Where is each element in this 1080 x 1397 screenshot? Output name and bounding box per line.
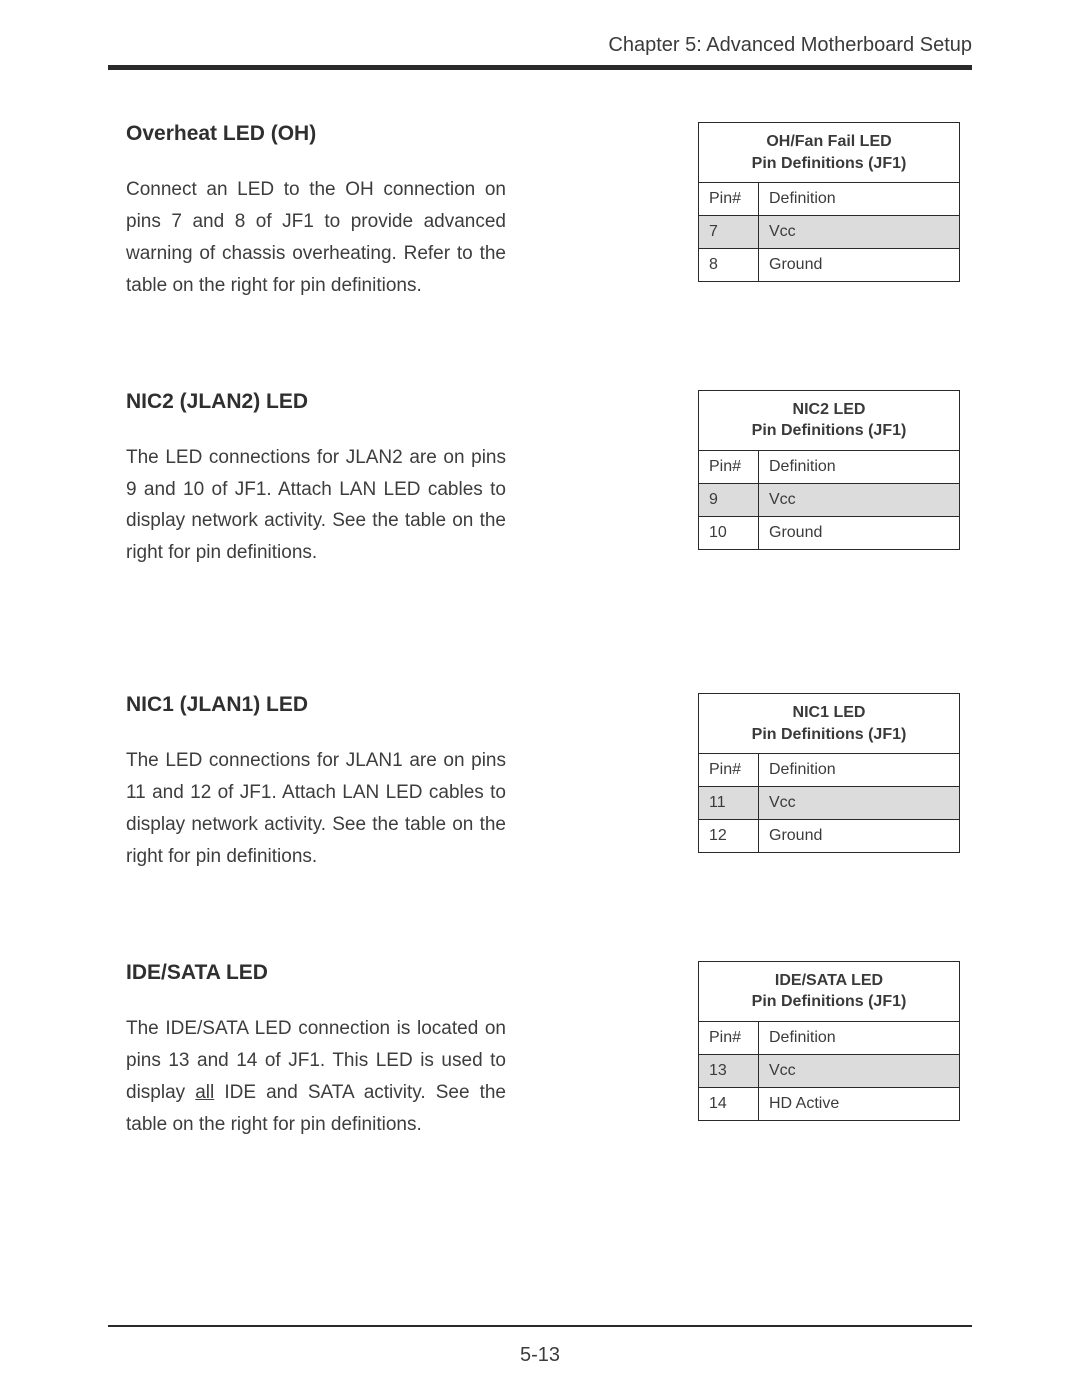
col-header-def: Definition — [759, 754, 960, 787]
chapter-header: Chapter 5: Advanced Motherboard Setup — [108, 34, 972, 57]
table-title: IDE/SATA LED Pin Definitions (JF1) — [699, 961, 960, 1021]
col-header-def: Definition — [759, 1022, 960, 1055]
table-cell: 9 — [699, 483, 759, 516]
table-column: IDE/SATA LED Pin Definitions (JF1) Pin# … — [698, 961, 960, 1121]
table-cell: 7 — [699, 216, 759, 249]
pin-definition-table: NIC2 LED Pin Definitions (JF1) Pin# Defi… — [698, 390, 960, 550]
table-cell: Ground — [759, 249, 960, 282]
table-title-line1: NIC1 LED — [793, 704, 866, 721]
table-cell: 10 — [699, 516, 759, 549]
section-ide-sata-led: IDE/SATA LED The IDE/SATA LED connection… — [108, 961, 972, 1141]
pin-definition-table: IDE/SATA LED Pin Definitions (JF1) Pin# … — [698, 961, 960, 1121]
col-header-pin: Pin# — [699, 1022, 759, 1055]
table-title-line1: NIC2 LED — [793, 401, 866, 418]
table-cell: Vcc — [759, 787, 960, 820]
table-cell: Vcc — [759, 1055, 960, 1088]
col-header-pin: Pin# — [699, 183, 759, 216]
table-cell: Vcc — [759, 216, 960, 249]
section-nic1-led: NIC1 (JLAN1) LED The LED connections for… — [108, 693, 972, 873]
table-title-line2: Pin Definitions (JF1) — [752, 155, 907, 172]
section-heading: Overheat LED (OH) — [126, 122, 506, 146]
section-heading: NIC2 (JLAN2) LED — [126, 390, 506, 414]
table-title-line2: Pin Definitions (JF1) — [752, 422, 907, 439]
body-text: The LED connections for JLAN1 are on pin… — [126, 745, 506, 873]
table-cell: Ground — [759, 820, 960, 853]
col-header-def: Definition — [759, 450, 960, 483]
table-title: OH/Fan Fail LED Pin Definitions (JF1) — [699, 123, 960, 183]
table-title-line2: Pin Definitions (JF1) — [752, 993, 907, 1010]
table-cell: Ground — [759, 516, 960, 549]
page-number: 5-13 — [0, 1344, 1080, 1367]
table-title-line1: OH/Fan Fail LED — [766, 133, 891, 150]
table-cell: 12 — [699, 820, 759, 853]
col-header-pin: Pin# — [699, 450, 759, 483]
table-title: NIC2 LED Pin Definitions (JF1) — [699, 390, 960, 450]
table-column: NIC1 LED Pin Definitions (JF1) Pin# Defi… — [698, 693, 960, 853]
table-column: NIC2 LED Pin Definitions (JF1) Pin# Defi… — [698, 390, 960, 550]
section-nic2-led: NIC2 (JLAN2) LED The LED connections for… — [108, 390, 972, 570]
underlined-word: all — [195, 1082, 214, 1103]
table-cell: 13 — [699, 1055, 759, 1088]
table-title-line1: IDE/SATA LED — [775, 972, 883, 989]
section-heading: NIC1 (JLAN1) LED — [126, 693, 506, 717]
section-heading: IDE/SATA LED — [126, 961, 506, 985]
pin-definition-table: NIC1 LED Pin Definitions (JF1) Pin# Defi… — [698, 693, 960, 853]
table-title-line2: Pin Definitions (JF1) — [752, 726, 907, 743]
body-text: The LED connections for JLAN2 are on pin… — [126, 442, 506, 570]
table-cell: 8 — [699, 249, 759, 282]
table-cell: HD Active — [759, 1088, 960, 1121]
pin-definition-table: OH/Fan Fail LED Pin Definitions (JF1) Pi… — [698, 122, 960, 282]
body-text: Connect an LED to the OH connection on p… — [126, 174, 506, 302]
text-column: Overheat LED (OH) Connect an LED to the … — [126, 122, 506, 302]
bottom-rule — [108, 1325, 972, 1327]
text-column: IDE/SATA LED The IDE/SATA LED connection… — [126, 961, 506, 1141]
document-page: Chapter 5: Advanced Motherboard Setup Ov… — [0, 0, 1080, 1397]
text-column: NIC1 (JLAN1) LED The LED connections for… — [126, 693, 506, 873]
table-column: OH/Fan Fail LED Pin Definitions (JF1) Pi… — [698, 122, 960, 282]
section-overheat-led: Overheat LED (OH) Connect an LED to the … — [108, 122, 972, 302]
col-header-def: Definition — [759, 183, 960, 216]
table-cell: 11 — [699, 787, 759, 820]
table-cell: Vcc — [759, 483, 960, 516]
col-header-pin: Pin# — [699, 754, 759, 787]
text-column: NIC2 (JLAN2) LED The LED connections for… — [126, 390, 506, 570]
table-cell: 14 — [699, 1088, 759, 1121]
body-text: The IDE/SATA LED connection is located o… — [126, 1013, 506, 1141]
top-rule — [108, 65, 972, 70]
table-title: NIC1 LED Pin Definitions (JF1) — [699, 694, 960, 754]
